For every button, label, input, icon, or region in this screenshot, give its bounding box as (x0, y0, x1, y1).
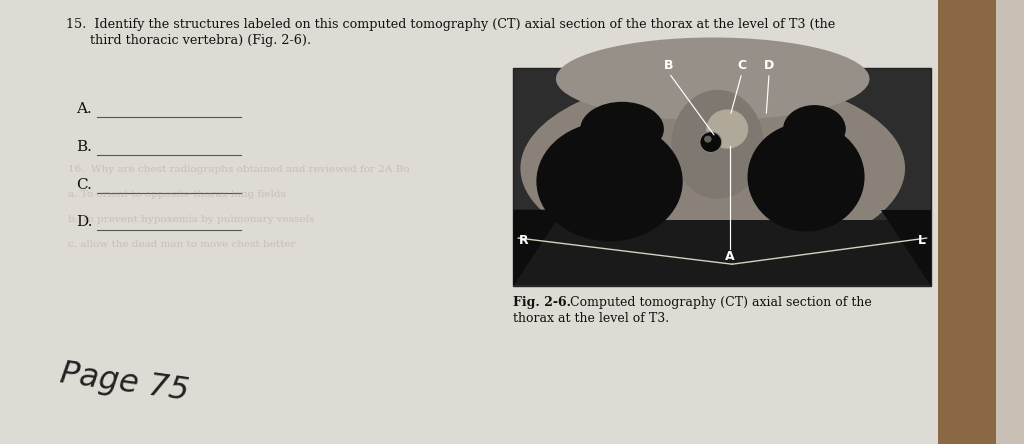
Ellipse shape (748, 123, 864, 231)
Bar (513, 68, 932, 286)
Bar (938, 0, 995, 444)
Polygon shape (513, 210, 563, 286)
Text: L: L (918, 234, 926, 247)
Text: A: A (725, 250, 735, 263)
Text: 15.  Identify the structures labeled on this computed tomography (CT) axial sect: 15. Identify the structures labeled on t… (67, 18, 836, 31)
Text: c. allow the dead man to move chest better: c. allow the dead man to move chest bett… (68, 240, 296, 249)
Ellipse shape (707, 109, 749, 149)
Text: D: D (764, 59, 774, 72)
Text: third thoracic vertebra) (Fig. 2-6).: third thoracic vertebra) (Fig. 2-6). (67, 34, 311, 47)
Bar (513, 220, 932, 285)
Text: B.: B. (76, 140, 92, 154)
Text: A.: A. (76, 102, 91, 116)
Text: B: B (665, 59, 674, 72)
Text: Page 75: Page 75 (58, 358, 191, 407)
Text: 16.  Why are chest radiographs obtained and reviewed for 2A Bo: 16. Why are chest radiographs obtained a… (68, 165, 410, 174)
Text: C.: C. (76, 178, 92, 192)
Text: a. To orient to opposite thorax lung fields: a. To orient to opposite thorax lung fie… (68, 190, 286, 199)
Text: b. To prevent hypoxemia by pulmonary vessels: b. To prevent hypoxemia by pulmonary ves… (68, 215, 314, 224)
Text: Fig. 2-6.: Fig. 2-6. (513, 296, 571, 309)
Ellipse shape (581, 102, 664, 156)
Ellipse shape (672, 90, 764, 199)
Text: thorax at the level of T3.: thorax at the level of T3. (513, 312, 670, 325)
Ellipse shape (699, 132, 722, 152)
Text: C: C (737, 59, 746, 72)
Ellipse shape (783, 105, 846, 153)
Text: D.: D. (76, 215, 92, 229)
Ellipse shape (705, 135, 712, 143)
Ellipse shape (556, 37, 869, 120)
Ellipse shape (537, 121, 683, 241)
Polygon shape (882, 210, 932, 286)
Ellipse shape (520, 75, 905, 261)
Text: R: R (519, 234, 528, 247)
Text: Computed tomography (CT) axial section of the: Computed tomography (CT) axial section o… (562, 296, 871, 309)
